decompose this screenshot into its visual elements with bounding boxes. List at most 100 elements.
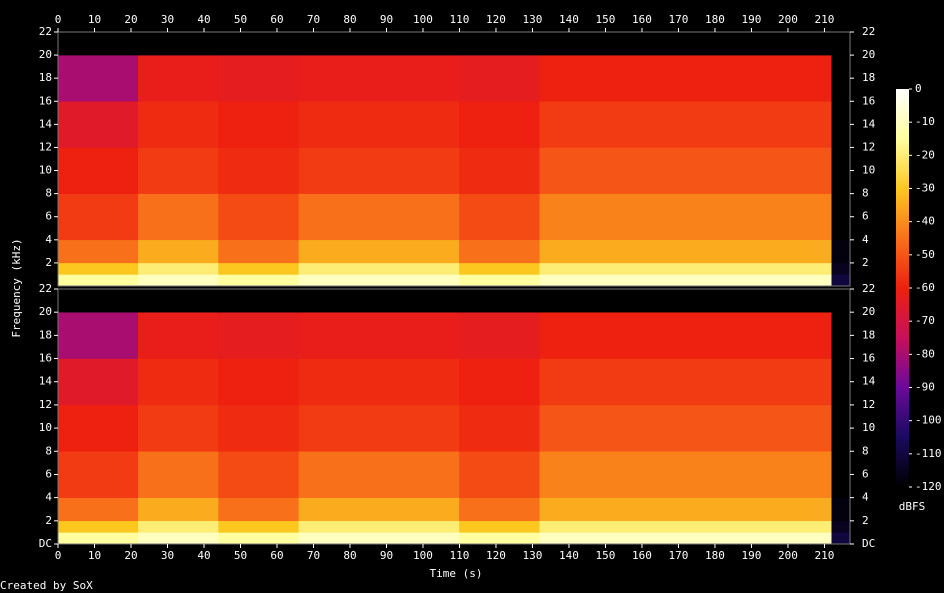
y-tick-label-right: 20 bbox=[862, 48, 875, 61]
y-tick-label: 10 bbox=[39, 164, 52, 177]
spectrogram-cell bbox=[218, 101, 300, 148]
y-tick-label-right: 14 bbox=[862, 117, 876, 130]
spectrogram-cell bbox=[57, 193, 139, 241]
spectrogram-cell bbox=[138, 54, 219, 102]
spectrogram-cell bbox=[459, 54, 541, 102]
x-tick-label-top: 10 bbox=[88, 13, 101, 26]
spectrogram-cell bbox=[218, 262, 300, 275]
spectrogram-cell bbox=[459, 451, 541, 498]
colorbar-tick-label: -30 bbox=[915, 182, 935, 195]
spectrogram-cell bbox=[138, 358, 219, 406]
spectrogram-cell bbox=[539, 520, 833, 533]
colorbar-tick-label: -10 bbox=[915, 115, 935, 128]
spectrogram-cell bbox=[831, 404, 851, 452]
spectrogram-cell bbox=[539, 311, 833, 359]
x-tick-label-bottom: 80 bbox=[343, 549, 356, 562]
x-tick-label-top: 70 bbox=[307, 13, 320, 26]
spectrogram-cell bbox=[831, 274, 851, 287]
x-tick-label-top: 100 bbox=[413, 13, 433, 26]
spectrogram-cell bbox=[831, 520, 851, 533]
spectrogram-cell bbox=[459, 193, 541, 241]
x-axis-label: Time (s) bbox=[430, 567, 483, 580]
spectrogram-cell bbox=[298, 311, 460, 359]
spectrogram-cell bbox=[298, 497, 460, 522]
x-tick-label-bottom: 40 bbox=[197, 549, 210, 562]
spectrogram-cell bbox=[298, 147, 460, 194]
spectrogram-cell bbox=[298, 451, 460, 498]
x-tick-label-bottom: 70 bbox=[307, 549, 320, 562]
spectrogram-cell bbox=[831, 288, 851, 313]
x-tick-label-bottom: 50 bbox=[234, 549, 247, 562]
spectrogram-cell bbox=[138, 532, 219, 545]
colorbar-tick-label: -20 bbox=[915, 148, 935, 161]
x-tick-label-top: 210 bbox=[815, 13, 835, 26]
y-tick-label-right: 6 bbox=[862, 210, 869, 223]
y-tick-label: 14 bbox=[39, 117, 53, 130]
spectrogram-cell bbox=[831, 497, 851, 522]
spectrogram-cell bbox=[539, 274, 833, 287]
x-tick-label-top: 140 bbox=[559, 13, 579, 26]
spectrogram-cell bbox=[138, 239, 219, 264]
y-tick-label-right: 4 bbox=[862, 233, 869, 246]
y-tick-label-right: DC bbox=[862, 537, 875, 550]
spectrogram-cell bbox=[218, 311, 300, 359]
y-tick-label-right: 18 bbox=[862, 328, 875, 341]
x-tick-label-top: 130 bbox=[523, 13, 543, 26]
x-tick-label-top: 120 bbox=[486, 13, 506, 26]
y-tick-label: 4 bbox=[45, 233, 52, 246]
spectrogram-cell bbox=[57, 274, 139, 287]
spectrogram-cell bbox=[138, 404, 219, 452]
y-tick-label: 12 bbox=[39, 140, 52, 153]
spectrogram-cell bbox=[138, 288, 219, 313]
spectrogram-cell bbox=[218, 54, 300, 102]
y-tick-label: 18 bbox=[39, 71, 52, 84]
x-tick-label-bottom: 140 bbox=[559, 549, 579, 562]
spectrogram-cell bbox=[138, 520, 219, 533]
spectrogram-cell bbox=[539, 147, 833, 194]
y-tick-label: 6 bbox=[45, 210, 52, 223]
y-tick-label: 14 bbox=[39, 375, 53, 388]
x-tick-label-bottom: 190 bbox=[742, 549, 762, 562]
colorbar-tick-label: 0 bbox=[915, 82, 922, 95]
spectrogram-cell bbox=[539, 451, 833, 498]
y-tick-label: 16 bbox=[39, 352, 52, 365]
spectrogram-cell bbox=[57, 147, 139, 194]
colorbar-tick-label: -100 bbox=[915, 414, 942, 427]
x-tick-label-top: 150 bbox=[596, 13, 616, 26]
spectrogram-cell bbox=[138, 262, 219, 275]
spectrogram-cell bbox=[298, 54, 460, 102]
spectrogram-cell bbox=[218, 451, 300, 498]
colorbar-tick-label: -90 bbox=[915, 381, 935, 394]
spectrogram-cell bbox=[539, 262, 833, 275]
y-tick-label: DC bbox=[39, 537, 52, 550]
y-tick-label-right: 14 bbox=[862, 375, 876, 388]
x-tick-label-top: 40 bbox=[197, 13, 210, 26]
spectrogram-cell bbox=[539, 358, 833, 406]
colorbar-label: dBFS bbox=[899, 500, 926, 513]
y-axis-label: Frequency (kHz) bbox=[10, 238, 23, 337]
colorbar-tick-label: -60 bbox=[915, 281, 935, 294]
spectrogram-cell bbox=[138, 147, 219, 194]
spectrogram-cell bbox=[57, 520, 139, 533]
spectrogram-cell bbox=[138, 451, 219, 498]
x-tick-label-top: 60 bbox=[270, 13, 283, 26]
x-tick-label-top: 50 bbox=[234, 13, 247, 26]
y-tick-label: 8 bbox=[45, 187, 52, 200]
spectrogram-cell bbox=[459, 101, 541, 148]
spectrogram-cell bbox=[218, 147, 300, 194]
x-tick-label-bottom: 180 bbox=[705, 549, 725, 562]
x-tick-label-bottom: 110 bbox=[450, 549, 470, 562]
y-tick-label: 12 bbox=[39, 398, 52, 411]
x-tick-label-bottom: 30 bbox=[161, 549, 174, 562]
spectrogram-cell bbox=[539, 101, 833, 148]
spectrogram-cell bbox=[298, 262, 460, 275]
y-tick-label: 20 bbox=[39, 305, 52, 318]
spectrogram-cell bbox=[57, 311, 139, 359]
y-tick-label-right: 18 bbox=[862, 71, 875, 84]
spectrogram-cell bbox=[218, 520, 300, 533]
spectrogram-cell bbox=[218, 193, 300, 241]
spectrogram-cell bbox=[459, 404, 541, 452]
spectrogram-cell bbox=[539, 31, 833, 56]
y-tick-label-right: 22 bbox=[862, 282, 875, 295]
